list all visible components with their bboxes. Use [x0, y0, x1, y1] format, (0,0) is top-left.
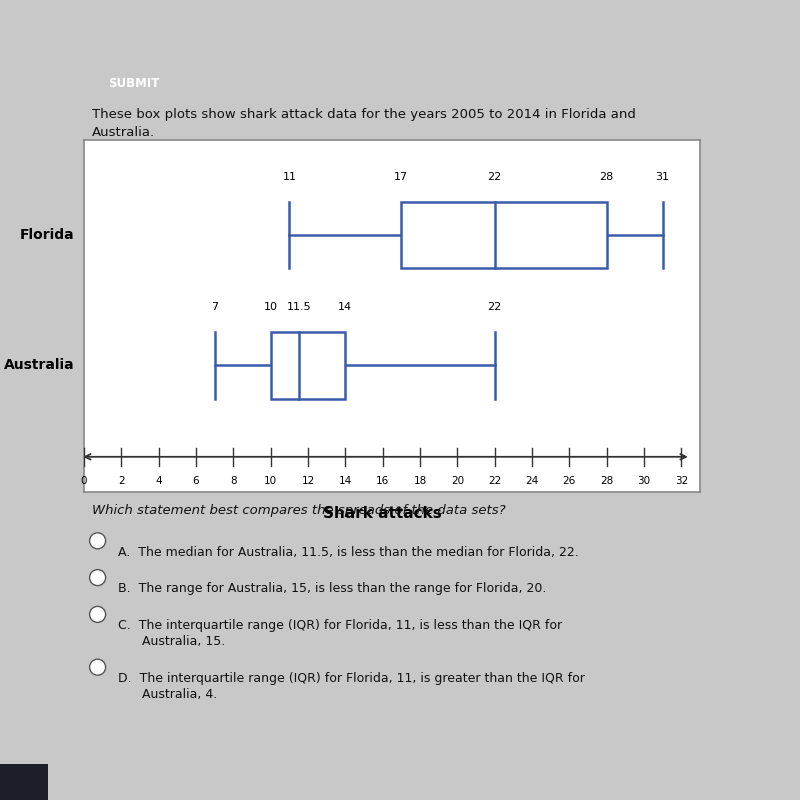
Text: SUBMIT: SUBMIT [108, 77, 160, 90]
Text: 22: 22 [488, 476, 502, 486]
Text: Which statement best compares the spreads of the data sets?: Which statement best compares the spread… [92, 504, 506, 517]
Text: 0: 0 [81, 476, 87, 486]
Text: 22: 22 [487, 302, 502, 313]
Text: 31: 31 [656, 172, 670, 182]
Text: 16: 16 [376, 476, 390, 486]
Text: 22: 22 [487, 172, 502, 182]
Text: 26: 26 [562, 476, 576, 486]
Bar [0, 764, 48, 800]
Text: 17: 17 [394, 172, 408, 182]
Text: C.  The interquartile range (IQR) for Florida, 11, is less than the IQR for: C. The interquartile range (IQR) for Flo… [118, 619, 562, 632]
Text: Australia, 4.: Australia, 4. [118, 688, 218, 701]
Text: Shark attacks: Shark attacks [323, 506, 442, 521]
Text: A.  The median for Australia, 11.5, is less than the median for Florida, 22.: A. The median for Australia, 11.5, is le… [118, 546, 579, 558]
Text: Florida: Florida [20, 228, 74, 242]
Text: 32: 32 [674, 476, 688, 486]
Bar [402, 202, 606, 269]
Text: 4: 4 [155, 476, 162, 486]
Text: 11.5: 11.5 [286, 302, 311, 313]
Text: 11: 11 [282, 172, 296, 182]
Text: 24: 24 [526, 476, 538, 486]
Text: Australia, 15.: Australia, 15. [118, 635, 226, 648]
Text: Australia: Australia [4, 358, 74, 372]
Text: 10: 10 [264, 476, 278, 486]
Text: 7: 7 [211, 302, 218, 313]
Text: 12: 12 [302, 476, 314, 486]
Text: 8: 8 [230, 476, 237, 486]
Text: 10: 10 [264, 302, 278, 313]
Text: Australia.: Australia. [92, 126, 155, 138]
Text: These box plots show shark attack data for the years 2005 to 2014 in Florida and: These box plots show shark attack data f… [92, 108, 636, 121]
Text: 20: 20 [450, 476, 464, 486]
Text: 14: 14 [338, 476, 352, 486]
Bar [270, 332, 346, 398]
Text: D.  The interquartile range (IQR) for Florida, 11, is greater than the IQR for: D. The interquartile range (IQR) for Flo… [118, 672, 586, 685]
Text: 30: 30 [638, 476, 650, 486]
Text: B.  The range for Australia, 15, is less than the range for Florida, 20.: B. The range for Australia, 15, is less … [118, 582, 546, 595]
Text: 18: 18 [414, 476, 426, 486]
Text: 6: 6 [193, 476, 199, 486]
Text: 14: 14 [338, 302, 352, 313]
Text: 28: 28 [599, 172, 614, 182]
Text: 28: 28 [600, 476, 614, 486]
Text: 2: 2 [118, 476, 125, 486]
